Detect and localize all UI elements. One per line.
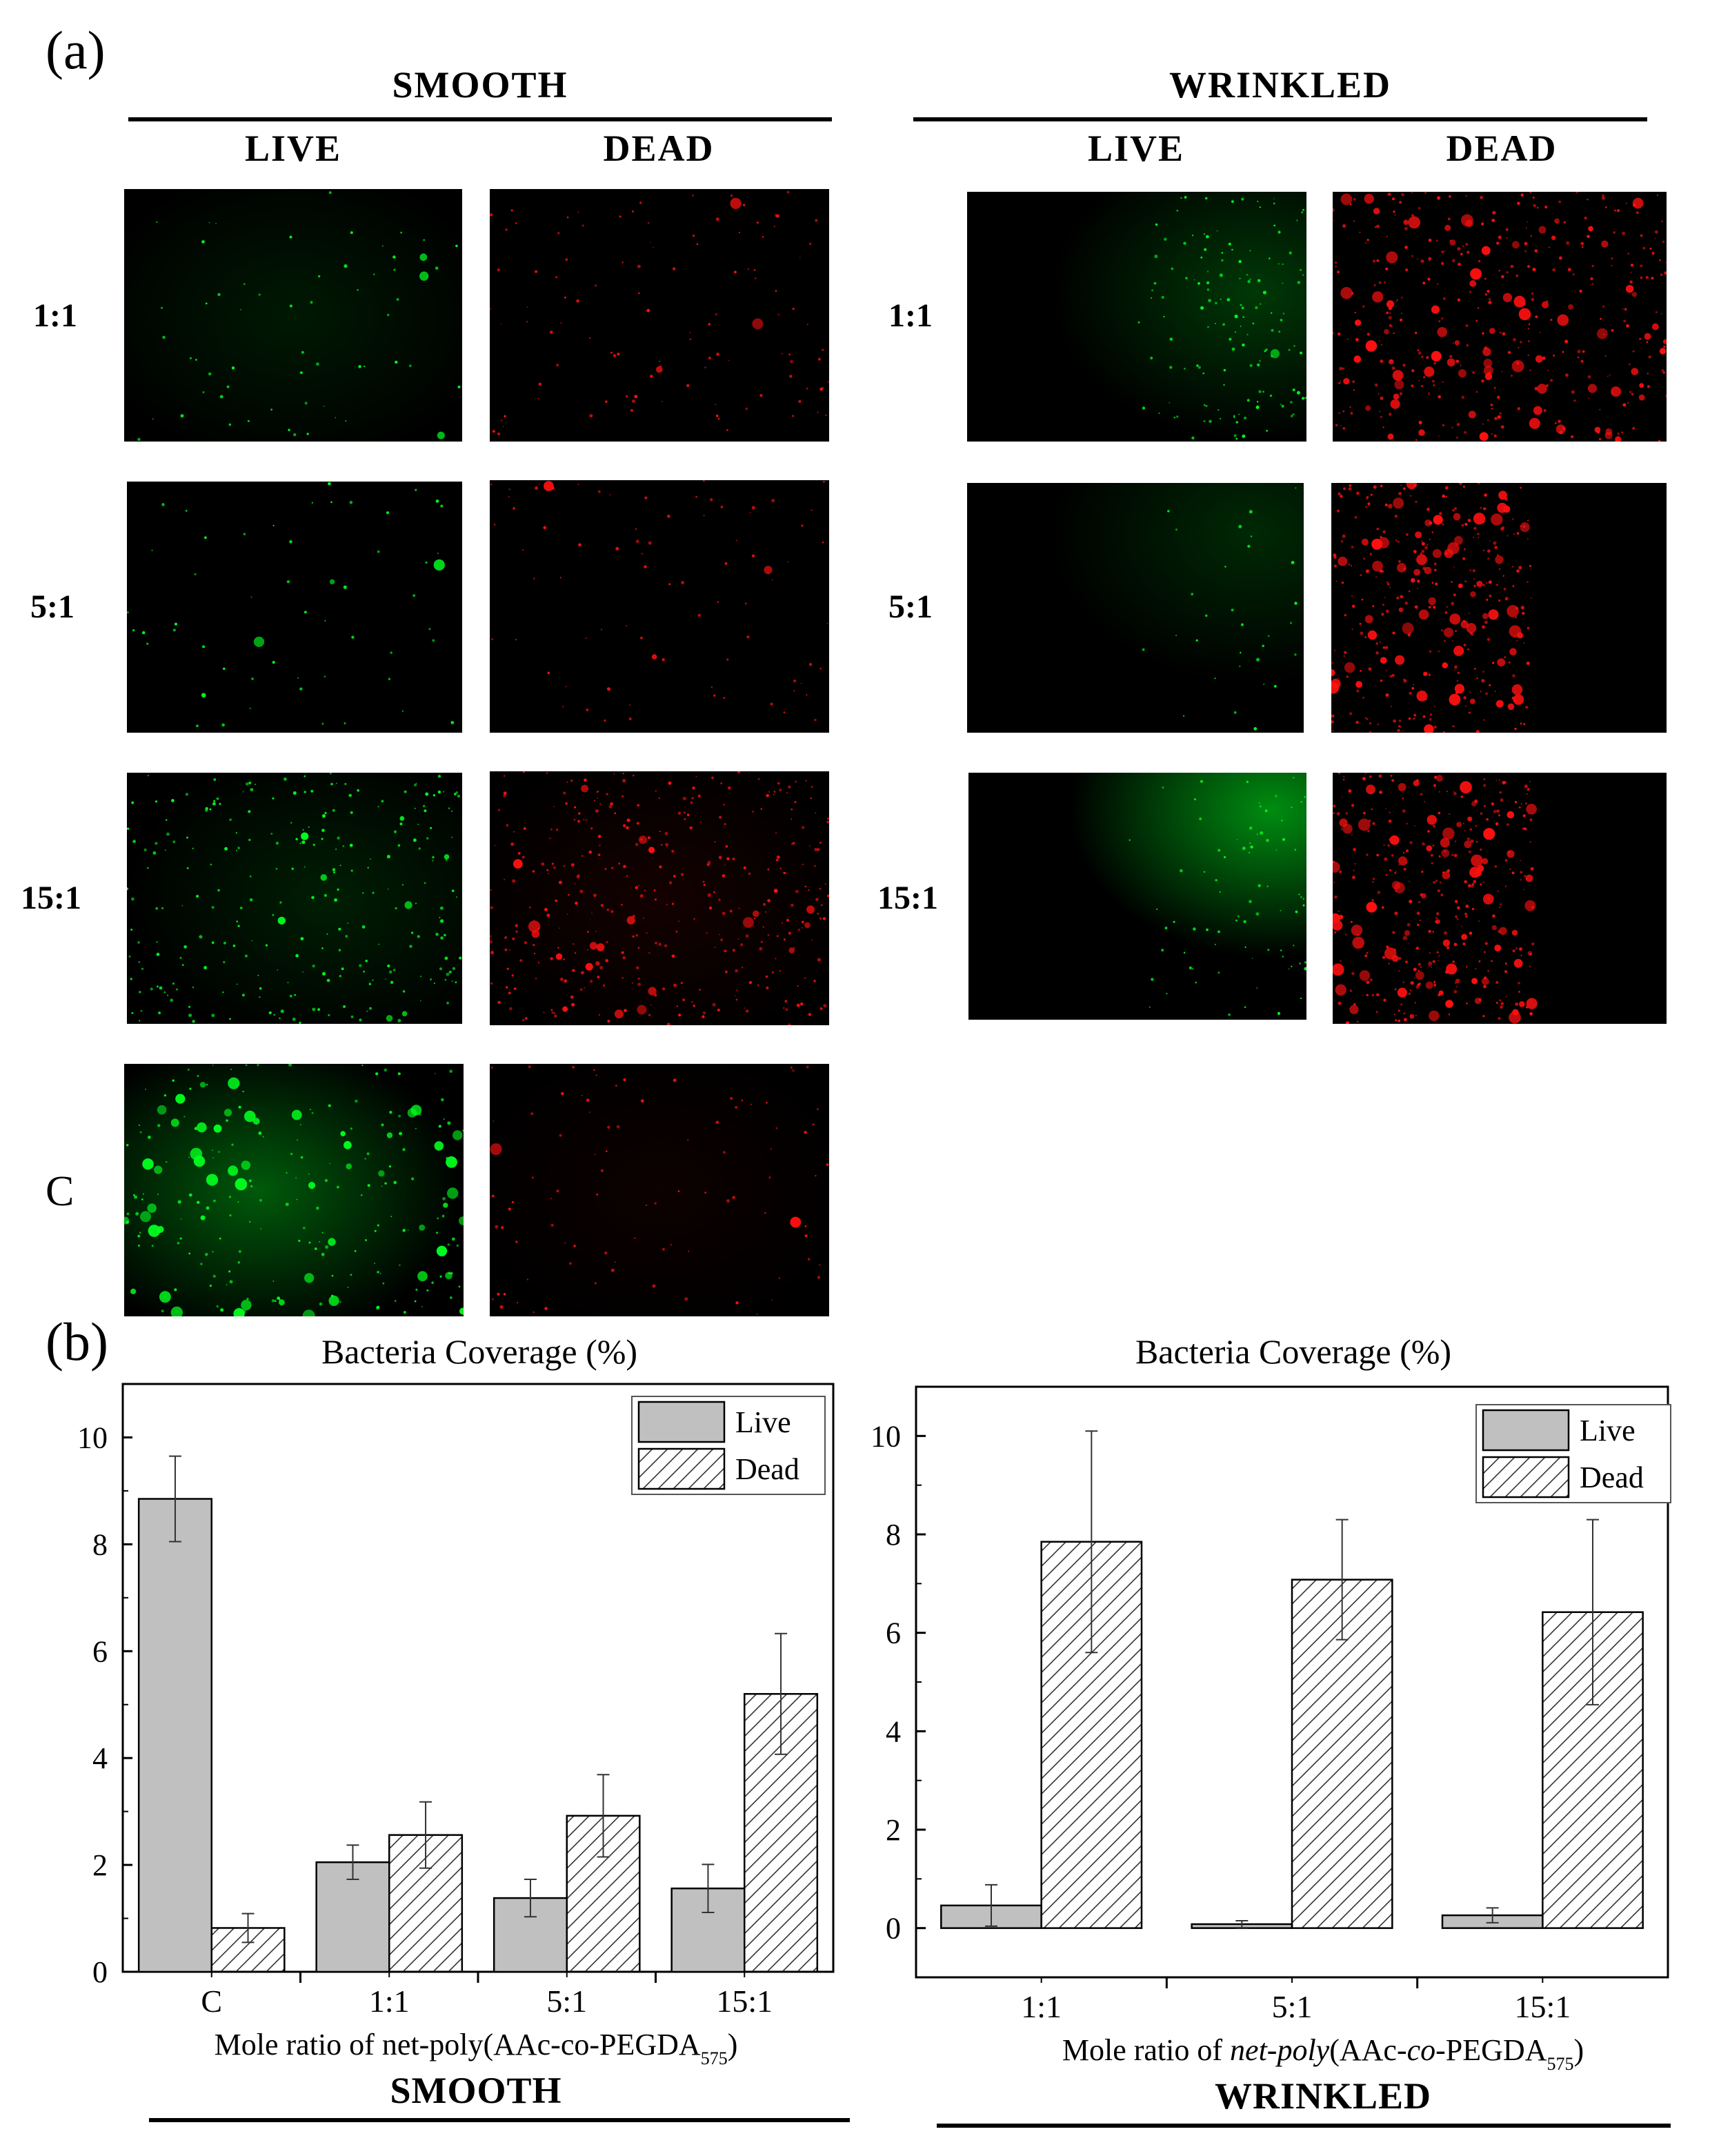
micrograph-wrinkled-15-1-dead [1333,773,1667,1024]
wrinkled-legend-dead-label: Dead [1580,1461,1644,1494]
chart-left-title: Bacteria Coverage (%) [321,1332,638,1371]
micrograph-wrinkled-1-1-dead [1333,192,1667,442]
row-label-smooth-5-1: 5:1 [30,589,74,625]
smooth-footer-rule [149,2118,850,2122]
wrinkled-category-label: 1:1 [1021,1989,1062,2024]
smooth-bar-live [137,1498,212,1973]
smooth-ytick-label: 10 [77,1421,108,1454]
wrinkled-ytick-label: 6 [886,1616,901,1650]
chart-smooth: 0 2 4 6 8 10 C 1:1 5:1 15:1 Live Dead Mole ratio of … [77,1383,850,2122]
smooth-legend-swatch-dead [637,1447,726,1490]
row-label-smooth-1-1: 1:1 [33,297,77,334]
smooth-ytick-label: 4 [92,1741,108,1775]
micrograph-wrinkled-5-1-live [967,483,1304,733]
smooth-category-label: C [201,1984,222,2019]
wrinkled-category-label: 5:1 [1272,1989,1313,2024]
row-label-wrinkled-5-1: 5:1 [888,589,933,625]
wrinkled-header: WRINKLED [1169,64,1392,106]
smooth-category-label: 5:1 [546,1984,587,2019]
micrograph-smooth-15-1-live [127,773,462,1024]
wrinkled-dead-header: DEAD [1446,128,1558,169]
wrinkled-ytick-label: 2 [886,1813,901,1847]
wrinkled-ytick-label: 10 [871,1419,901,1453]
smooth-ytick-label: 8 [92,1527,108,1561]
panel-a-label: (a) [46,20,106,80]
wrinkled-ytick-label: 0 [886,1912,901,1946]
panel-b-label: (b) [46,1312,108,1372]
smooth-category-label: 15:1 [716,1984,773,2019]
wrinkled-footer-rule [937,2124,1671,2128]
smooth-live-header: LIVE [244,128,342,169]
micrograph-smooth-1-1-dead [490,189,829,442]
smooth-ytick-label: 6 [92,1634,108,1668]
smooth-header: SMOOTH [392,64,568,106]
chart-wrinkled: 0 2 4 6 8 10 1:1 5:1 15:1 Live Dead Mole ratio of n… [871,1385,1671,2128]
wrinkled-legend-swatch-live [1482,1409,1570,1452]
wrinkled-legend-swatch-dead [1482,1456,1570,1499]
wrinkled-bar-dead [1542,1611,1644,1929]
smooth-xlabel: Mole ratio of net-poly(AAc-co-PEGDA575) [215,2028,738,2068]
micrograph-smooth-1-1-live [124,189,462,442]
chart-right-title: Bacteria Coverage (%) [1135,1332,1452,1371]
micrograph-control-dead [490,1064,829,1316]
smooth-header-rule [128,117,832,121]
smooth-legend-swatch-live [637,1401,726,1443]
row-label-control: C [46,1168,74,1215]
wrinkled-ytick-label: 8 [886,1518,901,1552]
micrograph-wrinkled-1-1-live [967,192,1306,442]
smooth-ytick-label: 0 [92,1955,108,1989]
smooth-ytick-label: 2 [92,1848,108,1882]
row-label-smooth-15-1: 15:1 [21,880,81,916]
wrinkled-legend-live-label: Live [1580,1414,1636,1447]
wrinkled-live-header: LIVE [1087,128,1185,169]
row-label-wrinkled-1-1: 1:1 [888,297,933,334]
smooth-footer-label: SMOOTH [390,2070,561,2111]
smooth-legend-dead-label: Dead [735,1452,799,1486]
micrograph-control-live [124,1064,464,1316]
micrograph-smooth-15-1-dead [490,771,829,1025]
smooth-dead-header: DEAD [603,128,715,169]
wrinkled-category-label: 15:1 [1514,1989,1571,2024]
micrograph-smooth-5-1-dead [490,480,829,733]
wrinkled-header-rule [913,117,1647,121]
wrinkled-footer-label: WRINKLED [1215,2075,1431,2117]
wrinkled-xlabel: Mole ratio of net-poly(AAc-co-PEGDA575) [1062,2033,1584,2074]
row-label-wrinkled-15-1: 15:1 [877,880,938,916]
smooth-legend-live-label: Live [735,1405,791,1439]
micrograph-wrinkled-5-1-dead [1331,483,1667,733]
wrinkled-ytick-label: 4 [886,1714,901,1748]
micrograph-smooth-5-1-live [127,482,462,733]
smooth-category-label: 1:1 [369,1984,410,2019]
micrograph-wrinkled-15-1-live [968,773,1306,1020]
